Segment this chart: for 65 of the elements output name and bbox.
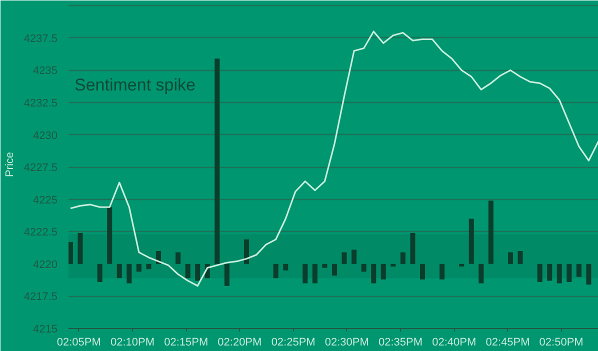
bar [488,200,494,264]
y-tick-label: 4225 [33,194,58,206]
bar [390,264,396,267]
bar [273,264,278,278]
x-tick-label: 02:20PM [218,336,262,348]
bar [440,264,445,280]
bar [566,264,572,282]
bar [468,218,474,264]
bar [195,264,200,281]
bar [116,264,122,278]
x-tick-label: 02:50PM [539,336,584,348]
x-tick-label: 02:25PM [271,336,316,348]
bar [185,264,190,278]
y-tick-label: 4220 [33,258,58,271]
bar [459,264,464,267]
bar [352,250,357,264]
x-tick-label: 02:40PM [432,336,476,348]
bar [107,207,112,264]
bar [400,252,406,264]
bar [146,264,152,270]
y-tick-label: 4232.5 [24,98,58,110]
bar [126,264,132,284]
x-tick-label: 02:30PM [324,336,369,348]
x-tick-label: 02:05PM [56,336,101,348]
bar [508,252,514,264]
x-tick-label: 02:10PM [110,336,155,348]
bar [361,264,366,272]
y-tick-label: 4230 [33,130,58,142]
bar [312,264,318,284]
x-tick-label: 02:35PM [378,336,423,348]
bar [537,264,542,282]
y-tick-label: 4222.5 [24,226,58,239]
bar [214,58,220,264]
bar [176,252,181,264]
bar [586,264,592,285]
y-tick-label: 4217.5 [24,291,58,304]
bar [478,264,484,284]
bar [136,264,142,272]
bar [371,264,376,284]
bar [547,264,552,281]
bar [224,264,230,286]
bar [302,264,308,284]
y-tick-label: 4227.5 [24,162,58,174]
y-tick-label: 4235 [33,65,58,78]
line-series [70,30,598,287]
x-tick-label: 02:45PM [486,336,530,348]
bar [576,264,582,277]
y-tick-label: 4215 [33,324,58,336]
annotation: Sentiment spike [74,76,196,94]
y-axis-title: Price [4,152,16,178]
bar [78,232,83,264]
bar [518,251,523,264]
bar [283,264,288,270]
bar [68,242,74,264]
bar [244,239,250,264]
bar [556,264,562,284]
bar [342,252,347,264]
bar [420,264,426,280]
bar [410,232,416,264]
bar [97,264,102,282]
y-tick-label: 4237.5 [24,32,58,45]
x-tick-label: 02:15PM [164,336,208,348]
bar [322,264,328,268]
bar [380,264,386,280]
bar [332,264,338,276]
